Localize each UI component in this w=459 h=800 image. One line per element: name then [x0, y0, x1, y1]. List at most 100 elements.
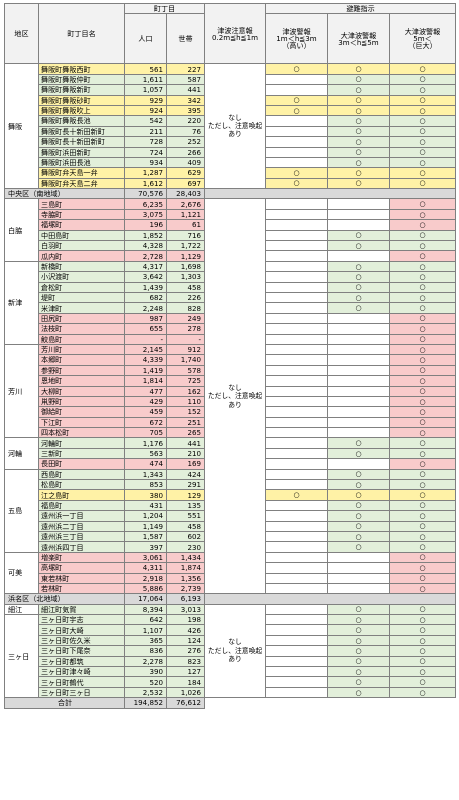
evacuation-mark-cell: ○ [265, 167, 328, 179]
evacuation-mark-cell: ○ [389, 115, 456, 127]
evacuation-mark-cell [265, 427, 328, 439]
evacuation-mark-cell [265, 572, 328, 584]
evacuation-mark: ○ [355, 470, 362, 479]
population-cell: 520 [124, 676, 167, 688]
evacuation-mark-cell [265, 676, 328, 688]
evacuation-mark-cell [327, 427, 390, 439]
evacuation-mark: ○ [419, 574, 426, 583]
evacuation-mark-cell: ○ [327, 146, 390, 158]
evacuation-mark: ○ [355, 304, 362, 313]
table-row: 舞阪町弁天島二弁 1,612 697 ○ ○ ○ [5, 177, 456, 190]
households-cell: 252 [166, 136, 205, 148]
evacuation-mark-cell: ○ [327, 655, 390, 668]
population-cell: 563 [124, 447, 167, 460]
header-town: 町丁目名 [38, 2, 125, 65]
households-cell: 198 [166, 614, 205, 626]
evacuation-mark-cell [265, 146, 328, 158]
header-tsunami-warning-text: 津波警報 1m＜h≦3m （高い） [276, 27, 317, 51]
households-cell: 1,698 [166, 260, 205, 273]
evacuation-mark-cell: ○ [327, 489, 390, 501]
evacuation-mark-cell: ○ [389, 551, 456, 564]
header-major-warning-5-text: 大津波警報 5m＜ （巨大） [404, 27, 441, 51]
evacuation-mark-cell: ○ [389, 63, 456, 75]
evacuation-mark-cell [265, 582, 328, 595]
summary-households: 6,193 [166, 593, 205, 605]
evacuation-mark-cell [265, 686, 328, 699]
evacuation-mark-cell [265, 645, 328, 657]
table-row: 舞阪町舞阪新町 1,057 441 ○ ○ [5, 84, 456, 96]
table-row: 四本松町 705 265 ○ [5, 427, 456, 439]
town-name-cell: 三ヶ日町津々崎 [38, 666, 125, 678]
households-cell: 823 [166, 655, 205, 668]
evacuation-mark: ○ [419, 304, 426, 313]
summary-row: 浜名区（北地域） 17,064 6,193 [4, 593, 456, 605]
district-cell: 三ヶ日 [4, 614, 39, 699]
households-cell: 441 [166, 437, 205, 449]
evacuation-mark-cell [265, 624, 328, 636]
town-name-cell: 増楽町 [38, 551, 125, 564]
evacuation-mark-cell [265, 416, 328, 429]
households-cell: 127 [166, 666, 205, 678]
households-cell: 129 [166, 489, 205, 501]
evacuation-mark-cell: ○ [327, 291, 390, 304]
evacuation-mark-cell: ○ [389, 240, 456, 252]
population-cell: 1,814 [124, 375, 167, 387]
households-cell: 342 [166, 94, 205, 106]
town-name-cell: 倉松町 [38, 281, 125, 294]
evacuation-mark-cell: ○ [389, 208, 456, 221]
table-row: 三新町 563 210 ○ ○ [5, 447, 456, 460]
evacuation-mark: ○ [355, 179, 362, 188]
evacuation-mark-cell: ○ [327, 115, 390, 127]
population-cell: 682 [124, 291, 167, 304]
town-name-cell: 舞阪町弁天島二弁 [38, 177, 125, 190]
table-row: 中田島町 1,852 716 ○ ○ [5, 229, 456, 242]
evacuation-mark: ○ [419, 220, 426, 229]
evacuation-mark: ○ [355, 501, 362, 510]
evacuation-mark: ○ [419, 667, 426, 676]
population-cell: 1,204 [124, 510, 167, 522]
summary-population: 17,064 [124, 593, 167, 605]
table-row: 五島 西島町 1,343 424 ○ ○ [4, 468, 456, 553]
town-name-cell: 舞阪町舞阪砂町 [38, 94, 125, 106]
header-population: 人口 [124, 13, 167, 65]
evacuation-mark-cell [265, 406, 328, 418]
households-cell: 551 [166, 510, 205, 522]
evacuation-mark-cell: ○ [327, 603, 390, 616]
population-cell: 655 [124, 323, 167, 335]
evacuation-mark: ○ [419, 407, 426, 416]
population-cell: 1,057 [124, 84, 167, 96]
evacuation-mark: ○ [419, 210, 426, 219]
evacuation-mark-cell: ○ [389, 686, 456, 699]
evacuation-mark: ○ [419, 646, 426, 655]
evacuation-mark: ○ [355, 283, 362, 292]
evacuation-mark-cell: ○ [389, 520, 456, 532]
advisory-note-cell: なし ただし、注意喚起 あり [204, 198, 266, 595]
town-name-cell: 遠州浜一丁目 [38, 510, 125, 522]
population-cell: 4,317 [124, 260, 167, 273]
evacuation-mark: ○ [419, 158, 426, 167]
table-row: 細江 細江町気賀 8,394 3,013 なし ただし、注意喚起 あり ○ ○ [4, 603, 456, 699]
town-name-cell: 舞阪町舞阪仲町 [38, 73, 125, 86]
households-cell: 2,676 [166, 198, 205, 210]
population-cell: 3,642 [124, 271, 167, 283]
advisory-note-text: なし ただし、注意喚起 あり [207, 113, 263, 139]
evacuation-mark: ○ [355, 688, 362, 697]
evacuation-mark: ○ [419, 252, 426, 261]
evacuation-mark: ○ [419, 678, 426, 687]
evacuation-mark: ○ [355, 480, 362, 489]
town-name-cell: 西島町 [38, 468, 125, 481]
total-label: 合計 [4, 697, 125, 709]
evacuation-mark: ○ [419, 501, 426, 510]
evacuation-mark-cell [265, 530, 328, 543]
town-name-cell: 舞阪町浜田長池 [38, 156, 125, 169]
town-name-cell: 小沢渡町 [38, 271, 125, 283]
evacuation-mark-cell [265, 375, 328, 387]
town-name-cell: 鮫島町 [38, 333, 125, 345]
households-cell: 110 [166, 395, 205, 408]
evacuation-mark-cell [327, 364, 390, 377]
table-row: 芳川 芳川町 2,145 912 ○ [4, 343, 456, 439]
evacuation-mark-cell: ○ [327, 260, 390, 273]
evacuation-mark-cell: ○ [327, 73, 390, 86]
evacuation-mark: ○ [419, 117, 426, 126]
evacuation-mark: ○ [293, 106, 300, 115]
